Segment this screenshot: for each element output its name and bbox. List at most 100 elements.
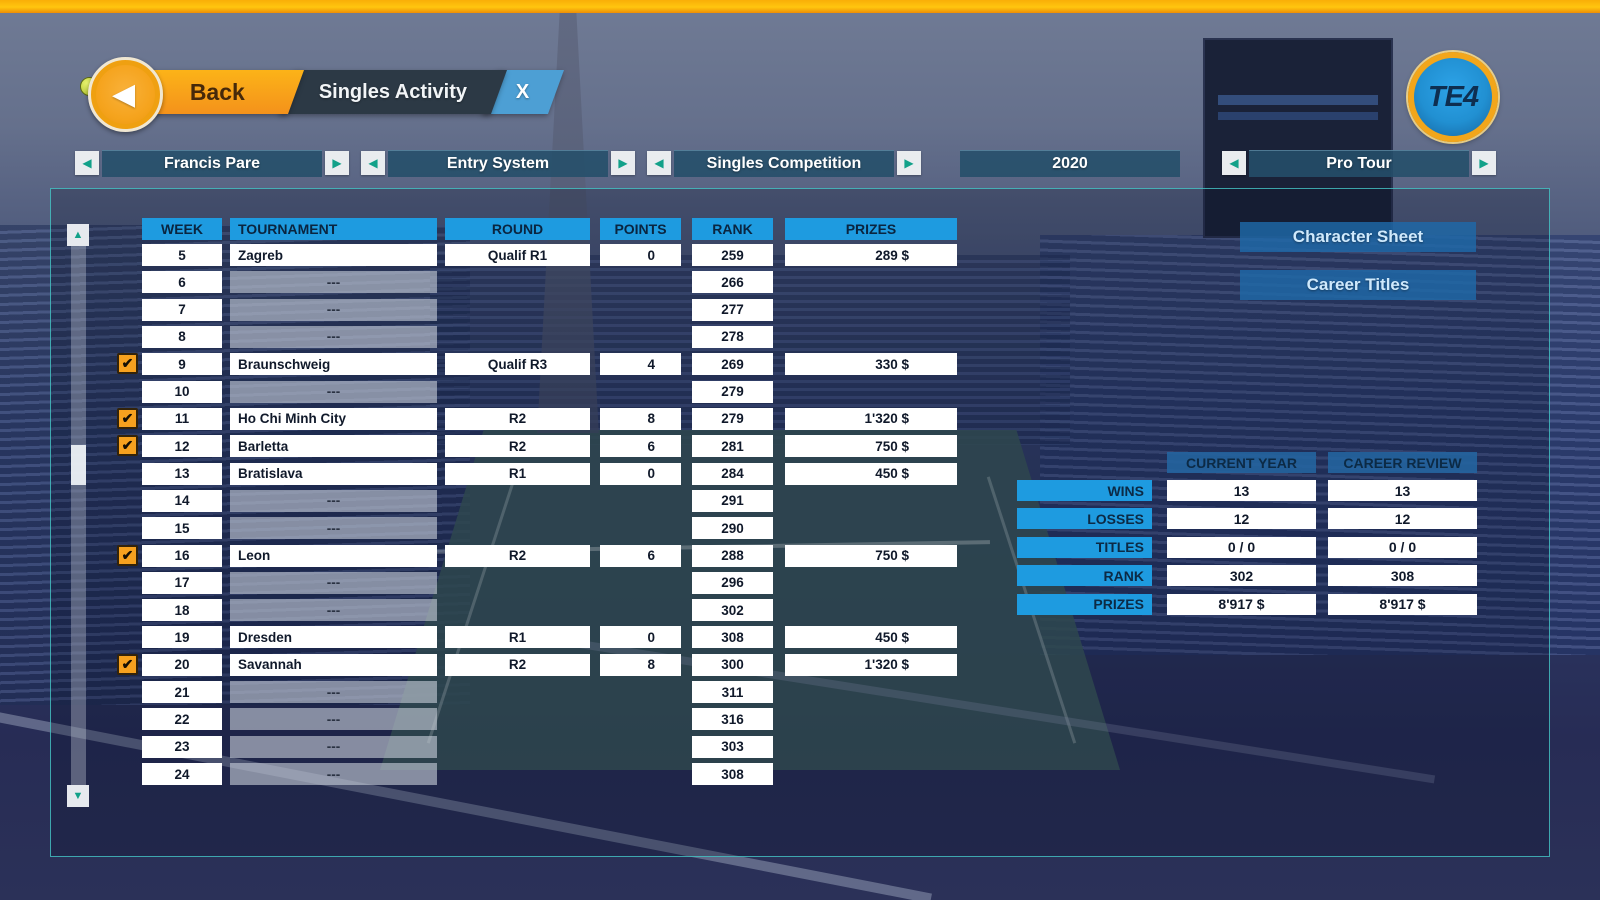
competition-prev-button[interactable]: ◀ — [647, 151, 671, 175]
rank-cell: 269 — [692, 353, 773, 376]
character-sheet-button[interactable]: Character Sheet — [1240, 222, 1476, 252]
week-checkbox[interactable]: ✔ — [117, 407, 138, 429]
tournament-cell: --- — [230, 763, 437, 786]
tournament-cell: --- — [230, 599, 437, 622]
prizes-cell: 289 $ — [785, 244, 957, 266]
career-titles-button[interactable]: Career Titles — [1240, 270, 1476, 300]
prizes-cell: 1'320 $ — [785, 653, 957, 676]
rank-cell: 311 — [692, 681, 773, 704]
entry-system-label: Entry System — [446, 155, 550, 172]
scrollbar-thumb[interactable] — [71, 445, 86, 485]
scrollbar-up-button[interactable]: ▲ — [67, 224, 89, 246]
check-icon: ✔ — [121, 655, 134, 672]
arrow-up-icon: ▲ — [72, 229, 84, 241]
competition-next-button[interactable]: ▶ — [897, 151, 921, 175]
points-cell: 0 — [600, 462, 681, 485]
page-title: Singles Activity — [318, 80, 468, 103]
te4-logo: TE4 — [1408, 52, 1498, 142]
scrollbar-track[interactable] — [71, 225, 86, 807]
points-cell: 0 — [600, 244, 681, 266]
tournament-cell: --- — [230, 325, 437, 348]
header-prizes: PRIZES — [785, 218, 957, 240]
rank-cell: 308 — [692, 763, 773, 786]
week-checkbox[interactable]: ✔ — [117, 653, 138, 675]
entry-system-next-button[interactable]: ▶ — [611, 151, 635, 175]
scrollbar-down-button[interactable]: ▼ — [67, 785, 89, 807]
close-icon: X — [516, 80, 530, 103]
tournament-cell: Braunschweig — [230, 353, 437, 376]
tournament-cell: Zagreb — [230, 244, 437, 266]
career-titles-label: Career Titles — [1306, 275, 1410, 294]
rank-cell: 303 — [692, 735, 773, 758]
tournament-cell: --- — [230, 571, 437, 594]
entry-system-selector[interactable]: Entry System — [388, 150, 608, 177]
back-tab-label: Back — [189, 78, 245, 105]
rank-cell: 316 — [692, 708, 773, 731]
year-display: 2020 — [960, 150, 1180, 177]
header-round: ROUND — [445, 218, 590, 240]
points-cell: 6 — [600, 435, 681, 458]
stat-current-year-value: 12 — [1167, 508, 1316, 530]
player-selector[interactable]: Francis Pare — [102, 150, 322, 177]
stat-label: RANK — [1017, 565, 1152, 587]
stat-career-value: 8'917 $ — [1328, 593, 1477, 615]
header-week: WEEK — [142, 218, 222, 240]
arrow-down-icon: ▼ — [72, 790, 84, 802]
check-icon: ✔ — [121, 546, 134, 563]
table-row: 15 --- 290 — [110, 517, 960, 540]
week-cell: 23 — [142, 735, 222, 758]
tournament-cell: Dresden — [230, 626, 437, 649]
screen-title-tab: Singles Activity — [278, 70, 508, 114]
table-row: ✔ 11 Ho Chi Minh City R2 8 279 1'320 $ — [110, 407, 960, 430]
week-checkbox[interactable]: ✔ — [117, 544, 138, 566]
rank-cell: 278 — [692, 325, 773, 348]
round-cell: R2 — [445, 407, 590, 430]
tournament-cell: --- — [230, 517, 437, 540]
week-cell: 13 — [142, 462, 222, 485]
table-row: ✔ 16 Leon R2 6 288 750 $ — [110, 544, 960, 567]
stat-label: TITLES — [1017, 536, 1152, 558]
tournament-cell: --- — [230, 271, 437, 294]
week-cell: 8 — [142, 325, 222, 348]
week-cell: 17 — [142, 571, 222, 594]
rank-cell: 308 — [692, 626, 773, 649]
week-cell: 21 — [142, 681, 222, 704]
entry-system-prev-button[interactable]: ◀ — [361, 151, 385, 175]
back-button[interactable]: ◀ — [88, 57, 163, 132]
week-checkbox[interactable]: ✔ — [117, 353, 138, 375]
table-row: 5 Zagreb Qualif R1 0 259 289 $ — [110, 244, 960, 266]
character-sheet-label: Character Sheet — [1292, 227, 1424, 246]
tournament-cell: Savannah — [230, 653, 437, 676]
week-cell: 9 — [142, 353, 222, 376]
prizes-cell: 1'320 $ — [785, 407, 957, 430]
week-checkbox[interactable]: ✔ — [117, 435, 138, 457]
tour-prev-button[interactable]: ◀ — [1222, 151, 1246, 175]
table-row: 13 Bratislava R1 0 284 450 $ — [110, 462, 960, 485]
player-next-button[interactable]: ▶ — [325, 151, 349, 175]
table-row: 14 --- 291 — [110, 489, 960, 512]
week-cell: 15 — [142, 517, 222, 540]
chevron-right-icon: ▶ — [618, 156, 628, 170]
table-row: 7 --- 277 — [110, 298, 960, 321]
chevron-right-icon: ▶ — [1479, 156, 1489, 170]
te4-logo-text: TE4 — [1427, 80, 1479, 113]
rank-cell: 266 — [692, 271, 773, 294]
player-prev-button[interactable]: ◀ — [75, 151, 99, 175]
points-cell: 0 — [600, 626, 681, 649]
week-cell: 22 — [142, 708, 222, 731]
rank-cell: 300 — [692, 653, 773, 676]
chevron-left-icon: ◀ — [368, 156, 378, 170]
table-row: 10 --- 279 — [110, 380, 960, 403]
tour-selector[interactable]: Pro Tour — [1249, 150, 1469, 177]
tour-next-button[interactable]: ▶ — [1472, 151, 1496, 175]
table-row: 21 --- 311 — [110, 681, 960, 704]
header-rank: RANK — [692, 218, 773, 240]
chevron-right-icon: ▶ — [904, 156, 914, 170]
tournament-cell: --- — [230, 681, 437, 704]
competition-selector[interactable]: Singles Competition — [674, 150, 894, 177]
rank-cell: 290 — [692, 517, 773, 540]
rank-cell: 284 — [692, 462, 773, 485]
tournament-cell: --- — [230, 380, 437, 403]
tournament-cell: Barletta — [230, 435, 437, 458]
rank-cell: 277 — [692, 298, 773, 321]
